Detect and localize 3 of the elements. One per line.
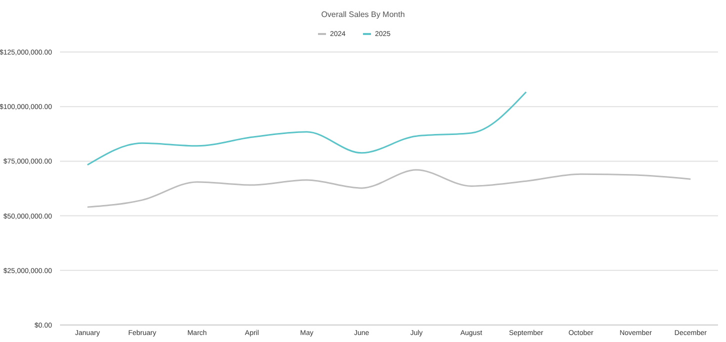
chart-title: Overall Sales By Month (321, 10, 405, 19)
line-series (86, 91, 527, 166)
line-series (86, 169, 692, 208)
